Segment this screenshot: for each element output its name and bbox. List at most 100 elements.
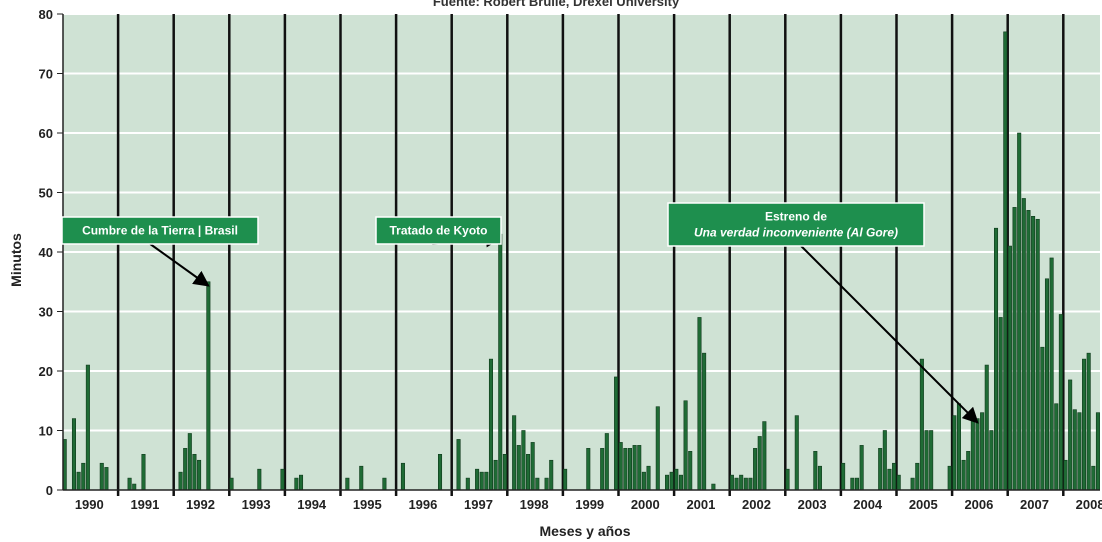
bar (382, 477, 387, 491)
bar (512, 415, 517, 491)
x-tick-label: 1992 (186, 497, 215, 512)
bar (729, 474, 734, 491)
annotation-arrow (149, 243, 210, 287)
annotations: Cumbre de la Tierra | Brasil Tratado de K… (61, 202, 979, 424)
bar (929, 430, 934, 491)
annotation-box (667, 202, 925, 247)
chart-source: Fuente: Robert Brulle, Drexel University (433, 0, 680, 9)
bar (484, 471, 489, 491)
bar (257, 468, 262, 491)
bar (1072, 409, 1077, 491)
bar (1012, 207, 1017, 491)
bar (141, 453, 146, 491)
x-tick-label: 2007 (1020, 497, 1049, 512)
bar (488, 358, 493, 491)
bar (359, 465, 364, 491)
bar (1003, 31, 1008, 491)
bar (535, 477, 540, 491)
bar (178, 471, 183, 491)
bars (62, 31, 1100, 491)
bar (697, 317, 702, 491)
bar (1086, 352, 1091, 491)
x-tick-label: 2003 (798, 497, 827, 512)
bar (859, 445, 864, 491)
bar (1021, 198, 1026, 491)
bar (882, 430, 887, 491)
x-tick-label: 1998 (520, 497, 549, 512)
bar (85, 364, 90, 491)
bar (688, 451, 693, 491)
bar (1063, 459, 1068, 491)
bar (1026, 210, 1031, 491)
bar (604, 433, 609, 491)
bar (984, 364, 989, 491)
bar (947, 465, 952, 491)
x-tick-label: 1996 (408, 497, 437, 512)
bar (498, 233, 503, 491)
y-tick-label: 50 (39, 186, 53, 201)
y-tick-label: 30 (39, 305, 53, 320)
bar (632, 445, 637, 491)
bar (104, 467, 109, 491)
x-tick-label: 1999 (575, 497, 604, 512)
x-tick-label: 2004 (853, 497, 883, 512)
bar (479, 471, 484, 491)
bar (229, 477, 234, 491)
bar (669, 471, 674, 491)
bar (1017, 132, 1022, 491)
bar (345, 477, 350, 491)
bar (753, 448, 758, 491)
y-tick-label: 10 (39, 424, 53, 439)
bar (1058, 314, 1063, 491)
bar (637, 445, 642, 491)
bar (1082, 358, 1087, 491)
bar (132, 483, 137, 491)
bar (702, 352, 707, 491)
bar (813, 451, 818, 491)
y-axis-label: Minutos (8, 233, 24, 287)
bar (998, 317, 1003, 491)
annotation-box (375, 216, 502, 245)
x-tick-label: 2002 (742, 497, 771, 512)
bar (970, 415, 975, 491)
bar (952, 415, 957, 491)
x-tick-label: 2001 (686, 497, 715, 512)
bar (1049, 257, 1054, 491)
bar (711, 483, 716, 491)
bar (915, 462, 920, 491)
bar (1077, 412, 1082, 491)
x-tick-label: 2005 (909, 497, 938, 512)
x-tick-label: 1993 (242, 497, 271, 512)
bar (1095, 412, 1100, 491)
bar (655, 406, 660, 491)
bar (437, 453, 443, 491)
bar (76, 471, 81, 491)
bar (980, 412, 985, 491)
bar (1035, 218, 1040, 491)
bar (896, 474, 901, 491)
bar (183, 448, 188, 491)
bar (563, 468, 568, 491)
bar (892, 462, 897, 491)
y-tick-label: 40 (39, 245, 53, 260)
bar (294, 477, 299, 491)
x-tick-label: 2008 (1076, 497, 1102, 512)
bar (623, 448, 628, 491)
bar (841, 462, 846, 491)
bar (785, 468, 790, 491)
bar (618, 442, 623, 491)
bar (878, 448, 883, 491)
bar (975, 418, 980, 491)
bar (544, 477, 549, 491)
y-tick-label: 20 (39, 364, 53, 379)
bar (762, 421, 767, 491)
bar (739, 474, 744, 491)
y-tick-label: 70 (39, 67, 53, 82)
bar (71, 418, 77, 491)
bar (502, 453, 507, 491)
bar (1007, 245, 1012, 491)
bar (850, 477, 855, 491)
bar (646, 465, 651, 491)
y-tick-label: 0 (46, 483, 53, 498)
bar (627, 448, 632, 491)
